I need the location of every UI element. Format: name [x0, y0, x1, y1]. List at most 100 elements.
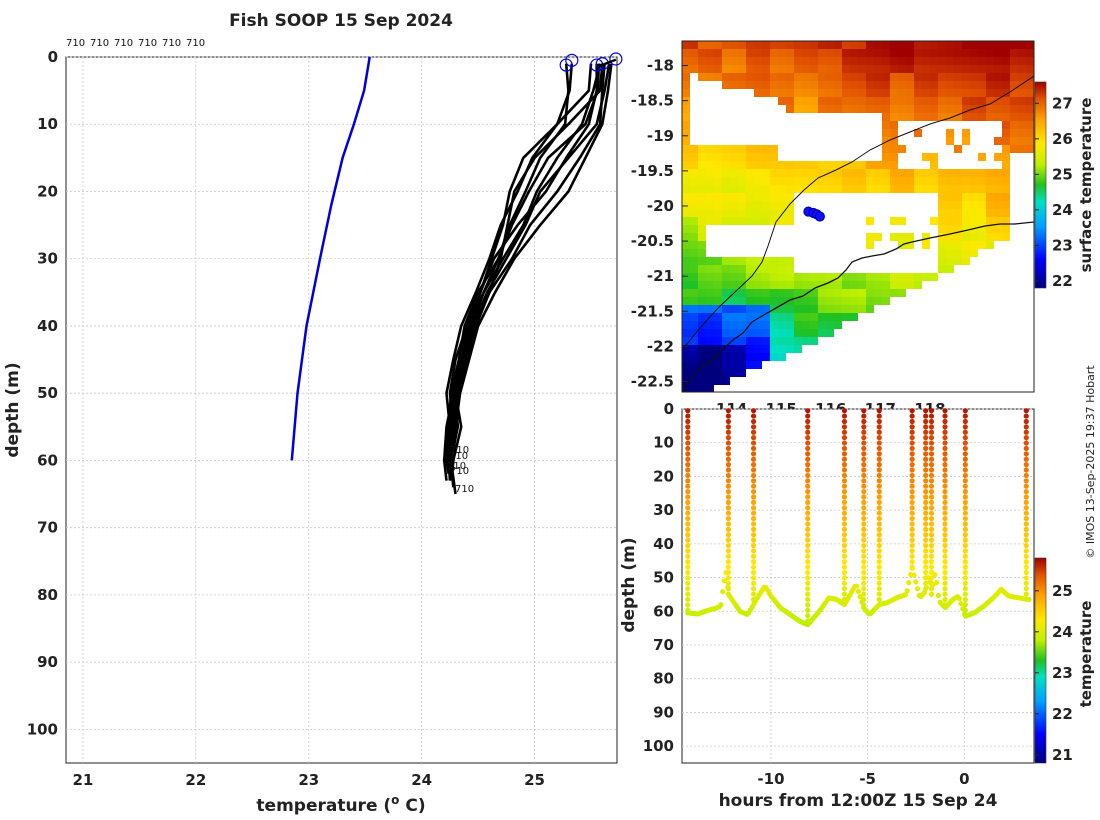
td-point	[750, 413, 757, 419]
sst-cell	[850, 105, 858, 113]
td-point	[928, 462, 935, 468]
sst-cell	[690, 161, 698, 169]
sst-cell	[786, 73, 794, 81]
sst-cell	[690, 41, 698, 49]
sst-cell	[730, 65, 738, 73]
td-point	[841, 483, 848, 489]
sst-cell	[1002, 137, 1010, 145]
map-y-tick-label: -22	[647, 337, 674, 355]
profile-line-7	[445, 63, 593, 475]
td-point	[805, 613, 811, 619]
sst-cell	[698, 41, 706, 49]
sst-cell	[866, 161, 874, 169]
td-point	[962, 499, 968, 505]
sst-cell	[962, 113, 970, 121]
sst-cell	[802, 81, 810, 89]
sst-cell	[874, 73, 882, 81]
sst-cell	[738, 185, 746, 193]
sst-cell	[1002, 113, 1010, 121]
sst-cell	[882, 73, 890, 81]
x-tick-label: 24	[411, 771, 432, 789]
sst-cell	[1026, 73, 1034, 81]
sst-cell	[850, 289, 858, 297]
sst-cell	[818, 169, 826, 177]
sst-cell	[866, 97, 874, 105]
td-point	[861, 478, 867, 484]
td-point	[750, 483, 757, 489]
sst-cell	[818, 329, 826, 337]
sst-cell	[690, 337, 698, 345]
sst-cell	[954, 193, 962, 201]
sst-cell	[762, 41, 770, 49]
td-point	[876, 569, 882, 576]
sst-cell	[930, 57, 938, 65]
sst-cell	[738, 313, 746, 321]
sst-cell	[970, 49, 978, 57]
td-point	[725, 505, 732, 511]
sst-cell	[882, 97, 890, 105]
td-point	[876, 515, 882, 522]
td-point	[685, 607, 691, 613]
sst-cell	[746, 353, 754, 361]
td-point	[857, 594, 863, 600]
sst-cell	[994, 177, 1002, 185]
sst-cell	[874, 297, 882, 305]
td-point	[1023, 408, 1029, 414]
x-axis-label-sup: o	[391, 793, 399, 807]
sst-cell	[730, 345, 738, 353]
sst-cell	[682, 105, 690, 113]
sst-cell	[978, 169, 986, 177]
td-point	[923, 537, 929, 543]
sst-cell	[714, 49, 722, 57]
sst-cell	[786, 297, 794, 305]
td-point	[962, 451, 968, 457]
sst-cell	[882, 57, 890, 65]
sst-cell	[802, 281, 810, 289]
sst-cell	[850, 97, 858, 105]
sst-cell	[714, 297, 722, 305]
td-point	[861, 413, 867, 419]
td-point	[928, 586, 935, 592]
td-point	[1023, 542, 1029, 549]
time-y-axis-label: depth (m)	[619, 537, 639, 632]
td-point	[1023, 526, 1029, 532]
td-point	[718, 602, 724, 608]
td-point	[928, 542, 935, 549]
td-point	[750, 559, 757, 565]
sst-cell	[754, 81, 762, 89]
sst-cell	[1018, 137, 1026, 145]
sst-cell	[786, 193, 794, 201]
sst-cell	[714, 57, 722, 65]
sst-cell	[906, 105, 914, 113]
sst-cell	[706, 49, 714, 57]
td-point	[841, 553, 848, 559]
sst-cell	[778, 289, 786, 297]
sst-cell	[690, 225, 698, 233]
td-point	[841, 429, 848, 435]
sst-cell	[714, 65, 722, 73]
sst-cell	[930, 169, 938, 177]
sst-cell	[794, 105, 802, 113]
sst-cell	[786, 89, 794, 97]
sst-cell	[914, 129, 922, 137]
td-point	[928, 467, 935, 473]
td-point	[909, 418, 915, 425]
sst-cell	[802, 289, 810, 297]
sst-cell	[818, 313, 826, 321]
sst-cell	[962, 169, 970, 177]
td-point	[805, 532, 811, 538]
sst-cell	[898, 57, 906, 65]
sst-cell	[682, 121, 690, 129]
sst-cell	[698, 297, 706, 305]
sst-cell	[938, 241, 946, 249]
sst-cell	[962, 81, 970, 89]
sst-cell	[746, 177, 754, 185]
sst-cell	[834, 81, 842, 89]
sst-cell	[802, 57, 810, 65]
td-point	[909, 559, 915, 565]
sst-cell	[802, 321, 810, 329]
td-point	[876, 435, 882, 441]
sst-cell	[1018, 121, 1026, 129]
sst-cell	[842, 41, 850, 49]
y-tick-label: 20	[37, 182, 58, 200]
